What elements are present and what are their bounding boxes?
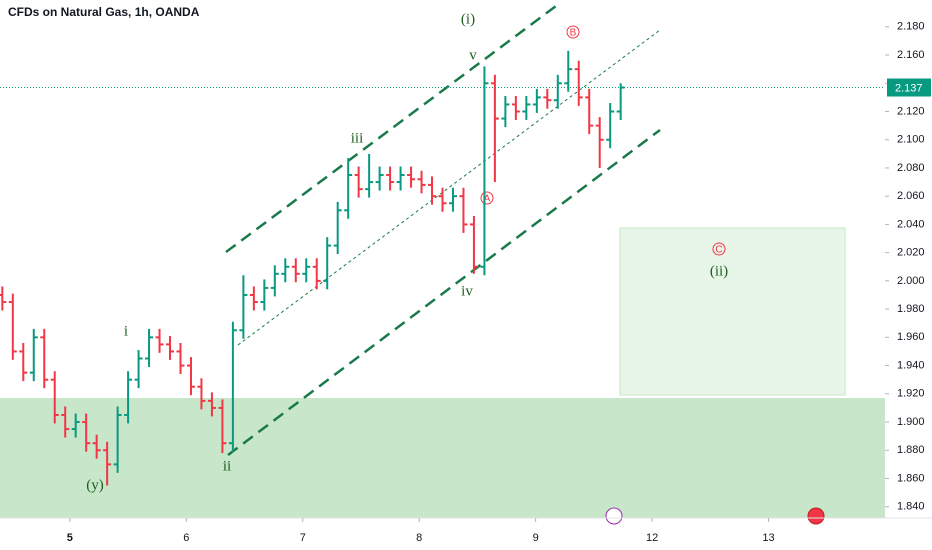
y-tick-label: 2.020 bbox=[897, 247, 925, 259]
wave-label: C bbox=[715, 245, 722, 256]
last-price-box bbox=[887, 78, 931, 97]
target-zone bbox=[619, 227, 846, 396]
chart-title: CFDs on Natural Gas, 1h, OANDA bbox=[8, 5, 200, 19]
y-tick-label: 1.940 bbox=[897, 359, 925, 371]
y-tick-label: 1.960 bbox=[897, 331, 925, 343]
event-icon[interactable] bbox=[807, 507, 825, 525]
y-tick-label: 1.880 bbox=[897, 444, 925, 456]
wave-label: ii bbox=[223, 458, 231, 474]
wave-label: A bbox=[484, 194, 491, 205]
y-tick-label: 2.160 bbox=[897, 49, 925, 61]
x-tick-label: 12 bbox=[646, 532, 658, 544]
x-tick-label: 13 bbox=[762, 532, 774, 544]
wave-label: (ii) bbox=[710, 263, 728, 279]
channel-upper bbox=[225, 1, 561, 254]
y-tick-label: 1.840 bbox=[897, 501, 925, 513]
y-tick-label: 1.920 bbox=[897, 388, 925, 400]
channel-mid bbox=[237, 29, 661, 346]
channel-lower bbox=[227, 129, 661, 456]
x-tick-label: 5 bbox=[67, 532, 73, 544]
wave-label: iii bbox=[351, 130, 364, 146]
y-tick-label: 2.000 bbox=[897, 275, 925, 287]
x-tick-label: 7 bbox=[300, 532, 306, 544]
wave-label: (i) bbox=[461, 11, 475, 27]
y-tick-label: 1.980 bbox=[897, 303, 925, 315]
x-tick-label: 9 bbox=[533, 532, 539, 544]
y-tick-label: 2.180 bbox=[897, 21, 925, 33]
y-tick-label: 1.900 bbox=[897, 416, 925, 428]
last-price-label: 2.137 bbox=[895, 82, 923, 94]
y-tick-label: 2.040 bbox=[897, 218, 925, 230]
y-tick-label: 2.060 bbox=[897, 190, 925, 202]
wave-label: v bbox=[469, 47, 477, 63]
x-tick-label: 8 bbox=[416, 532, 422, 544]
y-tick-label: 2.120 bbox=[897, 105, 925, 117]
y-tick-label: 2.080 bbox=[897, 162, 925, 174]
event-icon[interactable] bbox=[605, 507, 623, 525]
wave-label: B bbox=[570, 28, 577, 39]
y-tick-label: 2.100 bbox=[897, 134, 925, 146]
wave-circle bbox=[712, 242, 726, 256]
wave-label: i bbox=[124, 323, 128, 339]
x-tick-label: 6 bbox=[183, 532, 189, 544]
wave-circle bbox=[480, 191, 494, 205]
wave-label: iv bbox=[461, 283, 473, 299]
demand-zone bbox=[0, 398, 885, 518]
wave-label: (y) bbox=[86, 477, 104, 493]
wave-circle bbox=[566, 25, 580, 39]
y-tick-label: 1.860 bbox=[897, 472, 925, 484]
